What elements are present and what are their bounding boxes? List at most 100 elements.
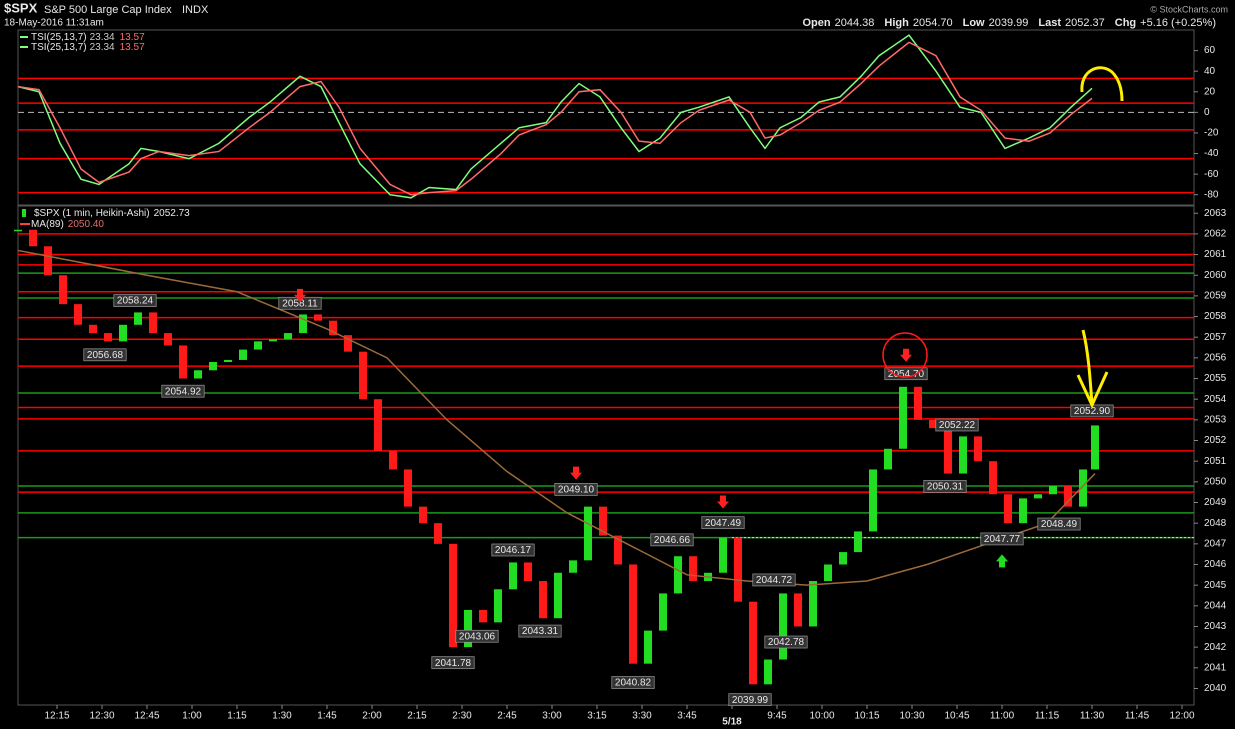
candle: [254, 341, 262, 350]
candle: [944, 428, 952, 474]
y-tick-label: -80: [1204, 189, 1219, 200]
plot-layer: 60 40 20 0 -20 -40 -60 -80 TSI(25,13,7) 23.34 13.5…: [14, 29, 1227, 728]
y-tick-label: -20: [1204, 128, 1219, 139]
data-label-box: [83, 348, 127, 362]
candle: [389, 450, 397, 470]
x-tick-label: 2:30: [452, 711, 472, 722]
candle: [44, 246, 52, 276]
y-tick-label: 2049: [1204, 497, 1227, 508]
y-tick-label: 20: [1204, 86, 1216, 97]
legend-value: 13.57: [120, 42, 145, 53]
x-tick-label: 2:00: [362, 711, 382, 722]
data-label-box: [491, 543, 535, 557]
exchange: INDX: [182, 4, 209, 16]
candle: [869, 469, 877, 532]
y-tick-label: 2045: [1204, 580, 1227, 591]
candle: [599, 506, 607, 536]
candle: [674, 556, 682, 594]
data-label-box: [935, 418, 979, 432]
candle: [89, 324, 97, 334]
candle: [179, 345, 187, 379]
y-tick-label: 2046: [1204, 559, 1227, 570]
legend-swatch: [22, 209, 26, 217]
series-line: [17, 41, 1093, 196]
candle: [554, 572, 562, 619]
candle: [284, 333, 292, 340]
credit: © StockCharts.com: [1150, 4, 1228, 14]
candle: [824, 564, 832, 582]
candle: [644, 630, 652, 664]
signal-arrow: [294, 288, 306, 302]
y-tick-label: 2050: [1204, 476, 1227, 487]
data-label: 2044.72: [756, 575, 793, 586]
candle: [359, 351, 367, 400]
candle: [1064, 485, 1072, 507]
y-tick-label: 2061: [1204, 249, 1227, 260]
legend-name: MA(89): [31, 219, 64, 230]
candle: [209, 362, 217, 371]
candle: [839, 552, 847, 565]
legend-entry: $SPX (1 min, Heikin-Ashi) 2052.73: [34, 208, 190, 219]
candle: [434, 523, 442, 544]
signal-arrow: [717, 495, 729, 509]
candle: [224, 359, 232, 363]
data-label: 2046.66: [654, 535, 691, 546]
candle: [239, 349, 247, 360]
data-label-box: [1037, 517, 1081, 531]
x-tick-label: 10:00: [809, 711, 834, 722]
x-tick-label: 10:45: [944, 711, 969, 722]
candle: [569, 560, 577, 573]
legend-value: 2050.40: [68, 219, 105, 230]
data-label-box: [752, 573, 796, 587]
candle: [794, 593, 802, 627]
data-label: 2040.82: [615, 678, 652, 689]
quote-value: 2044.38: [835, 17, 875, 29]
legend-value: 23.34: [90, 32, 115, 43]
x-tick-label: 3:30: [632, 711, 652, 722]
y-tick-label: 2040: [1204, 683, 1227, 694]
hand-drawn-arc: [1080, 66, 1124, 102]
x-tick-label: 12:45: [134, 711, 159, 722]
data-label-box: [728, 693, 772, 707]
candle: [374, 399, 382, 451]
data-label-box: [431, 656, 475, 670]
legend-name: $SPX (1 min, Heikin-Ashi): [34, 208, 150, 219]
y-tick-label: 2051: [1204, 456, 1227, 467]
quote-value: 2054.70: [913, 17, 953, 29]
candle: [299, 314, 307, 334]
data-label-box: [554, 483, 598, 496]
data-label: 2043.31: [522, 626, 559, 637]
data-label: 2056.68: [87, 350, 124, 361]
signal-arrow: [900, 348, 912, 362]
x-tick-label: 2:15: [407, 711, 427, 722]
y-tick-label: 2062: [1204, 229, 1227, 240]
x-tick-label: 12:15: [44, 711, 69, 722]
y-tick-label: 2054: [1204, 394, 1227, 405]
panel-frame: [17, 205, 1195, 706]
x-tick-label: 2:45: [497, 711, 517, 722]
candle: [614, 535, 622, 565]
x-tick-label: 9:45: [767, 711, 787, 722]
data-label: 2049.10: [558, 485, 595, 496]
candle: [959, 436, 967, 474]
candle: [1091, 425, 1099, 470]
data-label: 2054.70: [888, 369, 925, 380]
legend-entry: TSI(25,13,7) 23.34 13.57: [31, 42, 145, 53]
data-label: 2052.22: [939, 420, 976, 431]
legend-name: TSI(25,13,7): [31, 42, 87, 53]
panel-frame: [17, 29, 1195, 206]
x-tick-label: 10:30: [899, 711, 924, 722]
data-label: 2043.06: [459, 631, 496, 642]
candle: [749, 601, 757, 685]
legend-value: 23.34: [90, 42, 115, 53]
candle: [509, 562, 517, 590]
x-tick-label: 10:15: [854, 711, 879, 722]
candle: [914, 386, 922, 420]
data-label-box: [113, 294, 157, 307]
series-line: [17, 34, 1093, 199]
candle: [719, 537, 727, 573]
signal-arrow: [996, 554, 1008, 568]
x-tick-label: 3:15: [587, 711, 607, 722]
x-tick-label: 12:00: [1169, 711, 1194, 722]
candle: [779, 593, 787, 660]
